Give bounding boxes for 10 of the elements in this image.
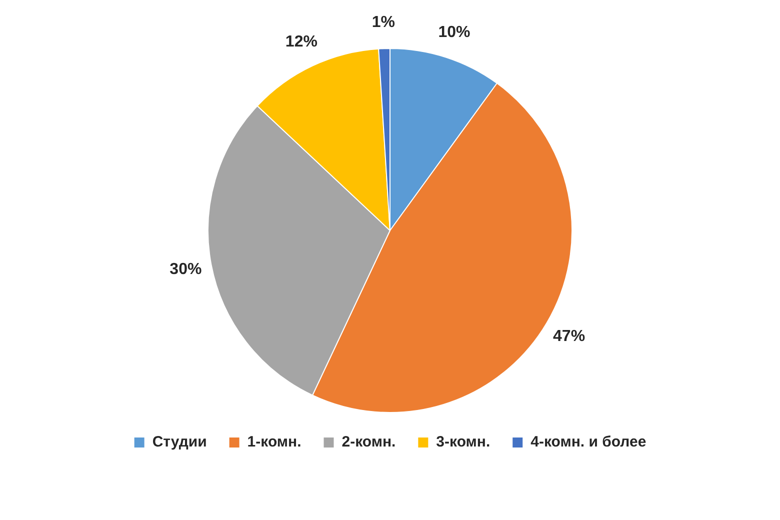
legend-label: Студии [152, 434, 207, 451]
legend-label: 4-комн. и более [530, 434, 646, 451]
legend-label: 3-комн. [436, 434, 490, 451]
data-label: 12% [285, 34, 318, 51]
data-label: 10% [438, 24, 470, 42]
legend-label: 2-комн. [342, 434, 396, 451]
legend-label: 1-комн. [247, 434, 302, 451]
data-label: 30% [170, 260, 202, 278]
data-label: 1% [372, 14, 396, 32]
data-label: 47% [553, 328, 586, 345]
